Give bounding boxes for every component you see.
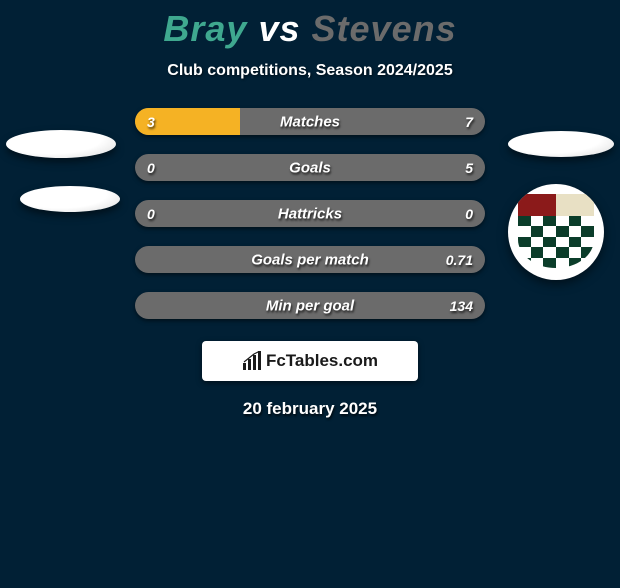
crest-check-cell <box>556 216 569 226</box>
subtitle: Club competitions, Season 2024/2025 <box>0 62 620 80</box>
stat-label: Matches <box>135 113 485 130</box>
crest-check-cell <box>581 237 594 247</box>
crest-checker <box>518 216 594 268</box>
stat-row: Goals0 5 <box>135 154 485 181</box>
crest-check-cell <box>531 258 544 268</box>
crest-check-cell <box>581 247 594 257</box>
team-right-crest <box>508 184 604 280</box>
stat-value-right: 5 <box>465 160 473 176</box>
player-left-name: Bray <box>163 8 247 49</box>
stat-row: Hattricks0 0 <box>135 200 485 227</box>
stat-value-left: 3 <box>147 114 155 130</box>
crest-check-cell <box>569 237 582 247</box>
team-left-logo-2 <box>20 186 120 212</box>
stat-value-left: 0 <box>147 160 155 176</box>
crest-check-cell <box>518 258 531 268</box>
comparison-title: Bray vs Stevens <box>0 8 620 50</box>
brand-text: FcTables.com <box>266 351 378 371</box>
stat-row: Min per goal134 <box>135 292 485 319</box>
crest-check-cell <box>569 216 582 226</box>
stat-label: Hattricks <box>135 205 485 222</box>
stat-label: Min per goal <box>135 297 485 314</box>
crest-check-cell <box>518 216 531 226</box>
vs-text: vs <box>258 8 300 49</box>
stat-row: Goals per match0.71 <box>135 246 485 273</box>
team-right-logo-1 <box>508 131 614 157</box>
crest-top-right <box>556 194 594 216</box>
stat-value-right: 0 <box>465 206 473 222</box>
crest-check-cell <box>569 247 582 257</box>
crest-top-left <box>518 194 556 216</box>
crest-check-cell <box>518 237 531 247</box>
bars-icon <box>242 351 262 371</box>
crest-check-cell <box>581 216 594 226</box>
stat-label: Goals <box>135 159 485 176</box>
crest-check-cell <box>556 247 569 257</box>
crest-check-cell <box>556 237 569 247</box>
crest-check-cell <box>531 247 544 257</box>
crest-check-cell <box>543 216 556 226</box>
crest-check-cell <box>531 226 544 236</box>
stat-value-right: 7 <box>465 114 473 130</box>
crest-check-cell <box>531 237 544 247</box>
crest-check-cell <box>569 226 582 236</box>
crest-check-cell <box>518 247 531 257</box>
crest-check-cell <box>531 216 544 226</box>
player-right-name: Stevens <box>312 8 457 49</box>
stat-value-right: 0.71 <box>446 252 473 268</box>
stat-value-left: 0 <box>147 206 155 222</box>
date-text: 20 february 2025 <box>0 399 620 419</box>
crest-check-cell <box>556 258 569 268</box>
crest-check-cell <box>543 237 556 247</box>
brand-box: FcTables.com <box>202 341 418 381</box>
stats-container: Matches37Goals05Hattricks00Goals per mat… <box>135 108 485 319</box>
stat-row: Matches3 7 <box>135 108 485 135</box>
crest-check-cell <box>518 226 531 236</box>
team-left-logo-1 <box>6 130 116 158</box>
crest-check-cell <box>543 226 556 236</box>
crest-check-cell <box>543 247 556 257</box>
crest-check-cell <box>581 226 594 236</box>
crest-check-cell <box>569 258 582 268</box>
crest-check-cell <box>581 258 594 268</box>
stat-value-right: 134 <box>450 298 473 314</box>
crest-check-cell <box>543 258 556 268</box>
crest-check-cell <box>556 226 569 236</box>
stat-label: Goals per match <box>135 251 485 268</box>
